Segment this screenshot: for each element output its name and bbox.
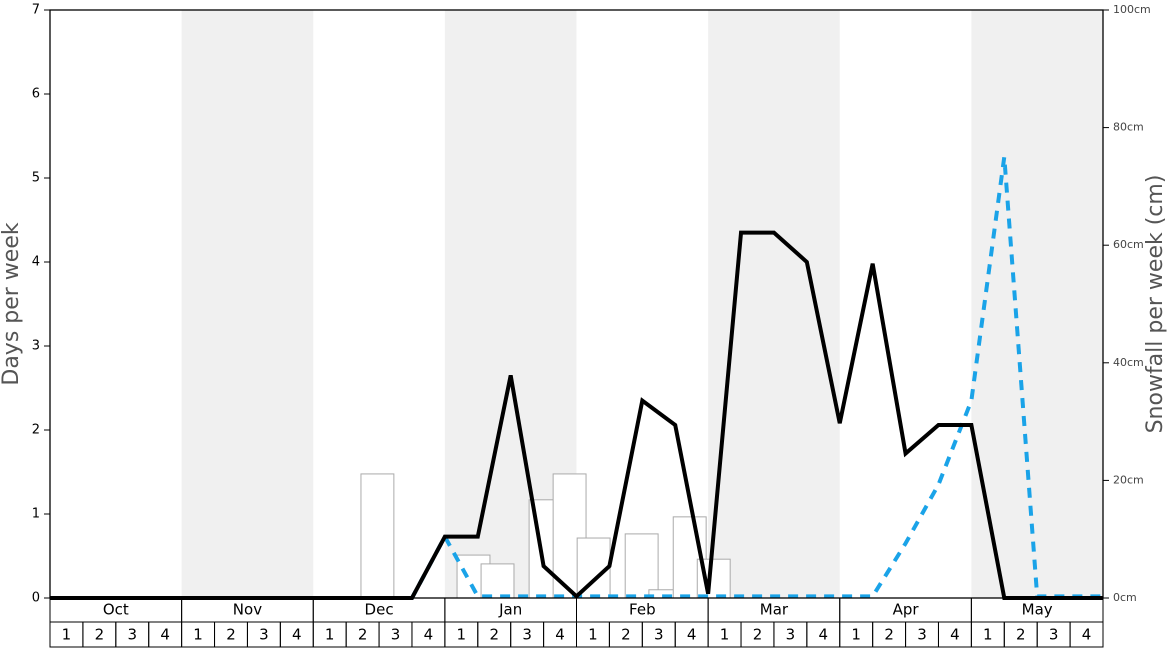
week-label: 2 [621, 626, 631, 644]
week-label: 2 [884, 626, 894, 644]
y-axis-title: Days per week [0, 222, 24, 385]
snowfall-bar [360, 473, 395, 599]
y2-tick-label: 0cm [1113, 591, 1137, 604]
week-label: 1 [588, 626, 598, 644]
y2-tick-label: 60cm [1113, 238, 1144, 251]
week-label: 3 [391, 626, 401, 644]
y2-tick-label: 20cm [1113, 473, 1144, 486]
week-label: 4 [292, 626, 302, 644]
week-label: 1 [62, 626, 72, 644]
month-label: Jan [498, 601, 522, 619]
week-label: 4 [160, 626, 170, 644]
week-label: 4 [950, 626, 960, 644]
week-label: 1 [983, 626, 993, 644]
week-label: 2 [226, 626, 236, 644]
week-label: 3 [917, 626, 927, 644]
month-label: Dec [365, 601, 394, 619]
week-label: 4 [819, 626, 829, 644]
month-band [708, 10, 840, 598]
y2-tick-label: 40cm [1113, 356, 1144, 369]
week-label: 3 [786, 626, 796, 644]
month-label: May [1022, 601, 1053, 619]
week-label: 3 [522, 626, 532, 644]
week-cell [1069, 621, 1104, 648]
snowfall-bar [624, 533, 659, 599]
month-label: Nov [233, 601, 262, 619]
snowfall-bar [480, 563, 515, 599]
y-tick-label: 7 [32, 3, 40, 18]
week-label: 1 [325, 626, 335, 644]
week-label: 1 [193, 626, 203, 644]
week-label: 3 [259, 626, 269, 644]
y-tick-label: 5 [32, 171, 40, 186]
week-label: 4 [687, 626, 697, 644]
week-label: 2 [753, 626, 763, 644]
week-label: 3 [127, 626, 137, 644]
week-label: 2 [358, 626, 368, 644]
week-label: 4 [1082, 626, 1092, 644]
month-label: Mar [760, 601, 789, 619]
week-label: 1 [457, 626, 467, 644]
week-label: 2 [1016, 626, 1026, 644]
week-label: 3 [654, 626, 664, 644]
week-label: 1 [851, 626, 861, 644]
week-label: 2 [95, 626, 105, 644]
y-tick-label: 2 [32, 423, 40, 438]
week-label: 4 [424, 626, 434, 644]
week-label: 3 [1049, 626, 1059, 644]
y-tick-label: 0 [32, 591, 40, 606]
month-label: Oct [103, 601, 129, 619]
week-label: 4 [555, 626, 565, 644]
week-label: 2 [489, 626, 499, 644]
month-band [181, 10, 314, 598]
month-label: Apr [893, 601, 920, 619]
month-band [971, 10, 1103, 598]
week-label: 1 [720, 626, 730, 644]
y-tick-label: 6 [32, 87, 40, 102]
y-tick-label: 3 [32, 339, 40, 354]
y-tick-label: 1 [32, 507, 40, 522]
month-label: Feb [629, 601, 656, 619]
y-tick-label: 4 [32, 255, 40, 270]
y2-tick-label: 100cm [1113, 3, 1151, 16]
y2-tick-label: 80cm [1113, 121, 1144, 134]
y2-axis-title: Snowfall per week (cm) [1143, 175, 1168, 434]
